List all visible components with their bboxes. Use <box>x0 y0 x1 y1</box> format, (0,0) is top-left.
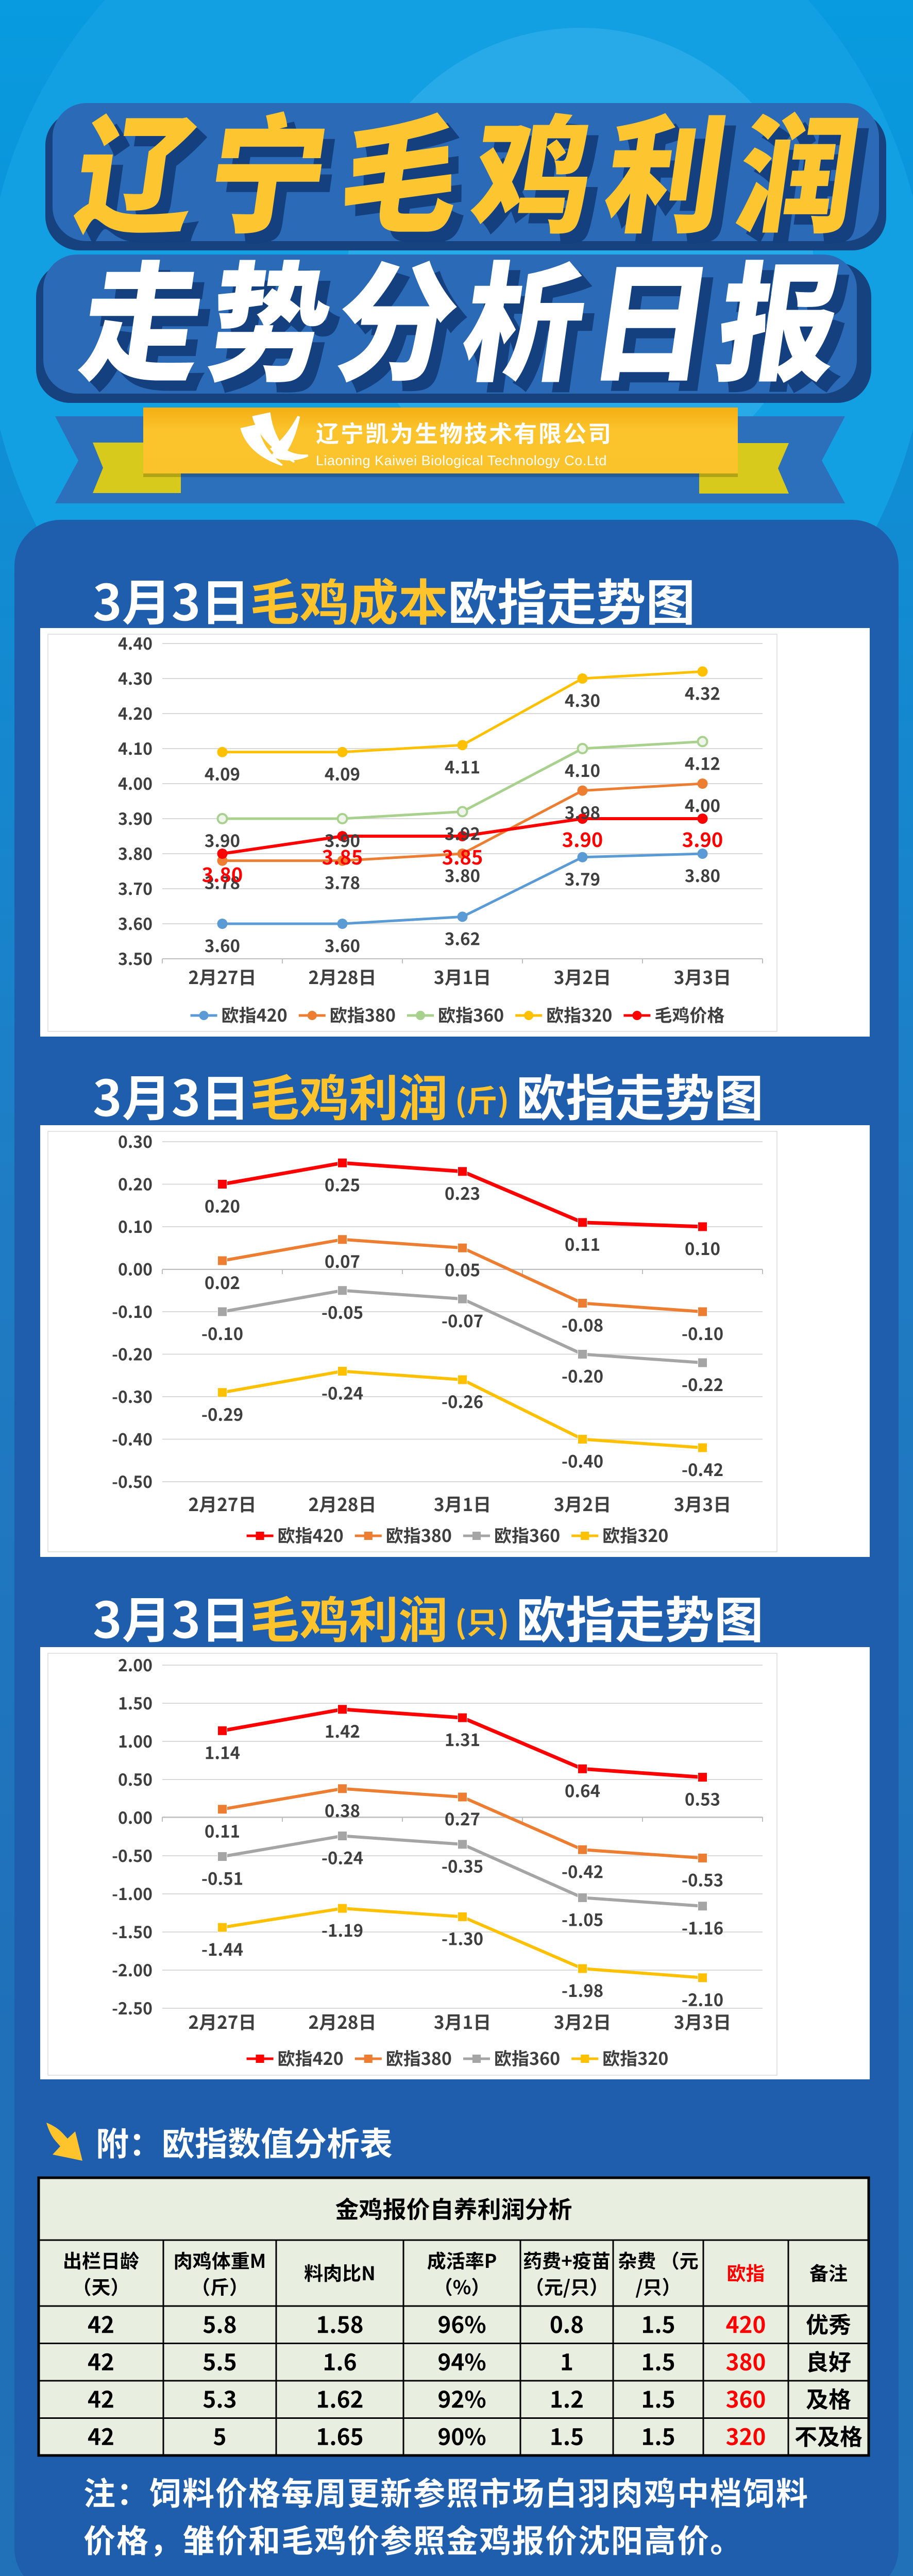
svg-text:Liaoning Kaiwei Biological Tec: Liaoning Kaiwei Biological Technology Co… <box>316 453 607 468</box>
